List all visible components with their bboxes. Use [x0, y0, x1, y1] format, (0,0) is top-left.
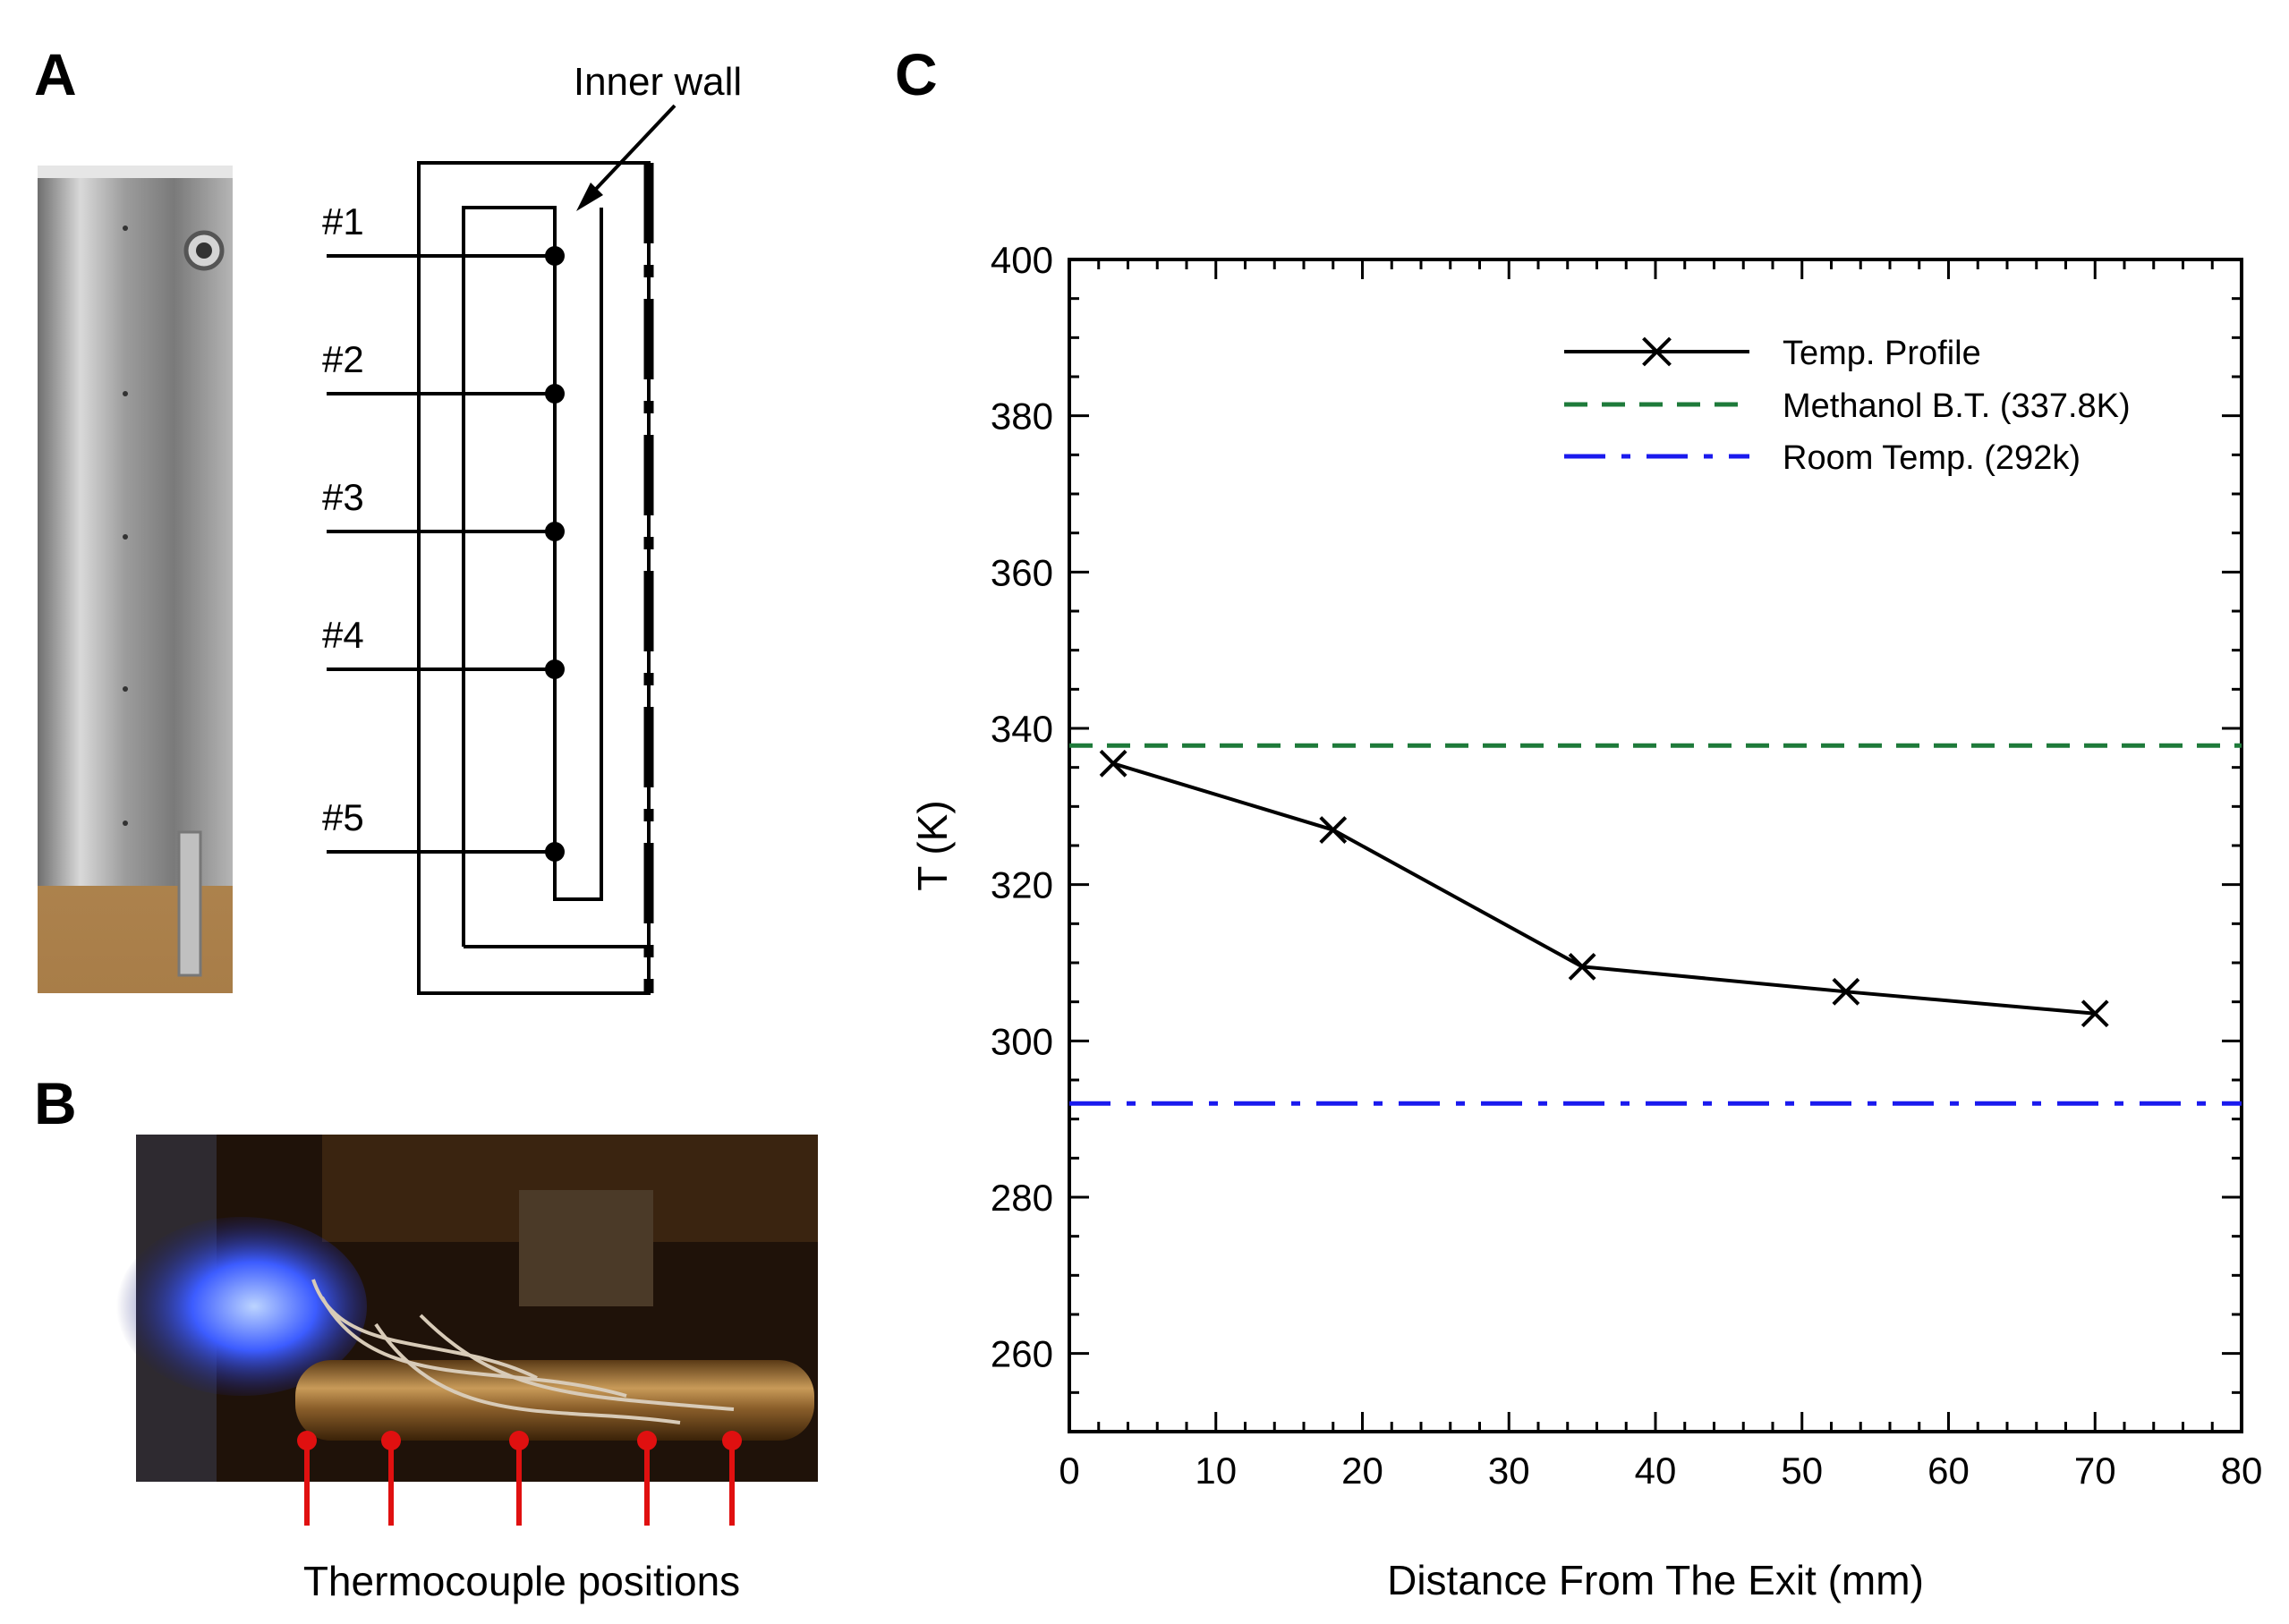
x-tick-label: 60 [1927, 1450, 1970, 1492]
panel-c-label: C [895, 41, 938, 107]
inner-wall-label: Inner wall [574, 60, 742, 104]
y-tick-label: 380 [991, 395, 1053, 438]
panel-a-label: A [34, 41, 77, 107]
data-point-marker [1319, 816, 1348, 844]
legend-marker [1642, 336, 1672, 367]
x-tick-label: 30 [1488, 1450, 1530, 1492]
panel-a: A [34, 41, 742, 995]
thermocouple-label-1: #1 [322, 200, 364, 242]
y-tick-label: 300 [991, 1020, 1053, 1062]
burner-photo [116, 1135, 818, 1482]
temperature-chart: 0 10 20 30 40 50 60 70 80 260 280 300 320 340 360 380 40… [909, 239, 2262, 1603]
series-line-0 [1112, 761, 2096, 1016]
x-axis-label: Distance From The Exit (mm) [1387, 1557, 1924, 1603]
y-tick-label: 400 [991, 239, 1053, 281]
legend-label-1: Methanol B.T. (337.8K) [1783, 387, 2131, 425]
plot-frame [1068, 258, 2243, 1433]
x-tick-label: 50 [1781, 1450, 1823, 1492]
thermocouple-label-2: #2 [322, 338, 364, 380]
data-point-marker [1099, 749, 1127, 778]
legend-label-2: Room Temp. (292k) [1783, 439, 2081, 477]
y-tick-label: 340 [991, 708, 1053, 750]
thermocouple-caption: Thermocouple positions [303, 1558, 740, 1604]
y-tick-label: 320 [991, 864, 1053, 906]
data-point-marker [1568, 952, 1596, 981]
x-tick-label: 0 [1059, 1450, 1079, 1492]
thermocouple-schematic [327, 104, 676, 995]
y-axis-label: T (K) [909, 800, 956, 890]
data-point-marker [1832, 977, 1860, 1006]
x-tick-label: 80 [2221, 1450, 2263, 1492]
y-tick-label: 360 [991, 551, 1053, 593]
legend-label-0: Temp. Profile [1783, 335, 1981, 372]
panel-b: B Thermocouple [34, 1070, 818, 1604]
thermocouple-markers [297, 1431, 742, 1526]
panel-c: C 0 10 20 30 40 50 60 70 80 260 280 300 320 340 360 380… [895, 41, 2262, 1603]
thermocouple-label-5: #5 [322, 796, 364, 838]
thermocouple-label-4: #4 [322, 614, 364, 656]
y-tick-label: 260 [991, 1333, 1053, 1375]
data-point-marker [2081, 999, 2109, 1028]
x-tick-label: 20 [1341, 1450, 1383, 1492]
y-tick-label: 280 [991, 1177, 1053, 1219]
x-tick-label: 70 [2074, 1450, 2116, 1492]
cylinder-photo [38, 166, 233, 993]
x-tick-label: 10 [1195, 1450, 1237, 1492]
panel-b-label: B [34, 1070, 77, 1136]
x-tick-label: 40 [1635, 1450, 1677, 1492]
thermocouple-label-3: #3 [322, 476, 364, 518]
